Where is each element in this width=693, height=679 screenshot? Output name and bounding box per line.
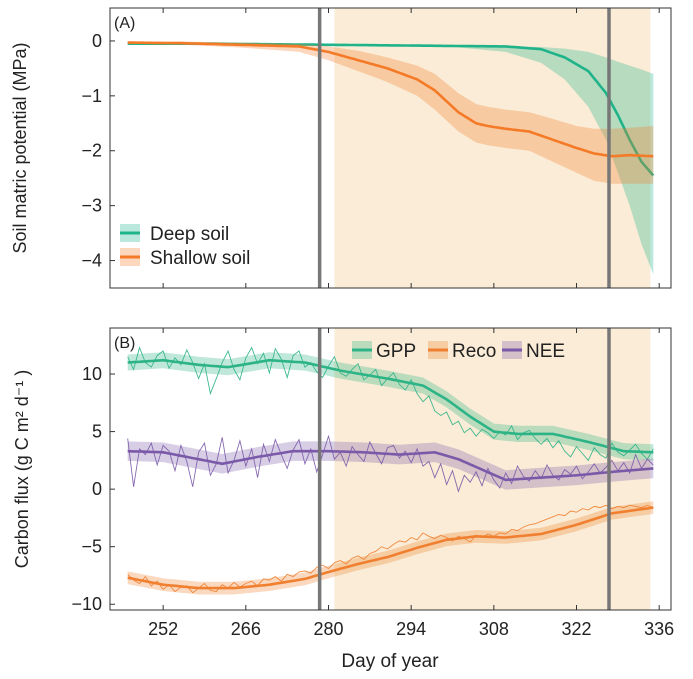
y-tick-label: 5 [92,422,102,442]
panel-label: (B) [114,335,135,352]
shallow-soil-line [127,41,654,158]
gpp-daily-line [127,346,654,462]
shaded-period [334,8,651,288]
y-tick-label: −4 [81,251,102,271]
deep-soil-band [127,43,654,275]
plot-frame [109,327,672,611]
y-axis-label: Carbon flux (g C m² d⁻¹ ) [12,370,32,569]
shallow-soil-band [127,41,654,184]
legend-label: NEE [526,341,565,362]
x-tick-label: 322 [561,619,591,639]
x-tick-label: 294 [396,619,426,639]
legend-label: Shallow soil [150,248,250,269]
plot-frame [109,7,672,289]
nee-daily-line [127,434,654,493]
y-tick-label: −5 [81,537,102,557]
legend-label: Deep soil [150,224,229,245]
panel-b: 252 266 280 294 308 322 336 10 5 0 −5 −10 (B) Carbon … [12,327,674,639]
y-tick-label: −3 [81,196,102,216]
legend-label: GPP [376,341,416,362]
gpp-line [127,358,654,454]
plot-area [127,346,654,595]
plot-area [127,41,655,275]
nee-line [127,449,654,482]
y-tick-label: 0 [92,479,102,499]
y-tick-label: 0 [92,31,102,51]
y-axis-label: Soil matric potential (MPa) [10,42,30,253]
y-tick-label: −2 [81,141,102,161]
reco-daily-line [127,504,654,594]
x-tick-label: 266 [231,619,261,639]
panel-label: (A) [114,15,135,32]
x-tick-label: 336 [644,619,674,639]
legend-label: Reco [452,341,496,362]
y-tick-label: −10 [71,594,102,614]
reco-line [127,506,654,590]
x-tick-label: 308 [479,619,509,639]
panel-a: 0 −1 −2 −3 −4 (A) Soil matric potential (MPa) D… [10,7,672,289]
x-tick-label: 252 [148,619,178,639]
y-tick-label: 10 [82,364,102,384]
x-tick-label: 280 [313,619,343,639]
x-axis-label: Day of year [341,651,439,672]
y-tick-label: −1 [81,86,102,106]
